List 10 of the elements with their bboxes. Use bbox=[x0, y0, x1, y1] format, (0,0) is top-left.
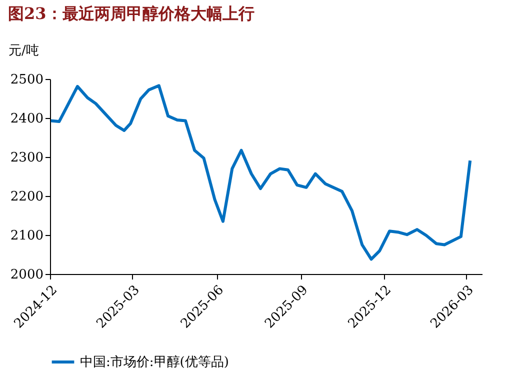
y-tick-label: 2500 bbox=[10, 72, 44, 88]
line-series bbox=[49, 84, 472, 261]
y-tick-label: 2100 bbox=[10, 228, 44, 244]
legend-label: 中国:市场价:甲醇(优等品) bbox=[80, 355, 229, 370]
chart-title: 图23：最近两周甲醇价格大幅上行 bbox=[8, 4, 254, 23]
y-tick-label: 2000 bbox=[10, 268, 44, 282]
y-axis-title: 元/吨 bbox=[8, 44, 39, 58]
y-tick-label: 2300 bbox=[10, 150, 44, 166]
y-tick-label: 2200 bbox=[10, 190, 44, 204]
y-tick-label: 2400 bbox=[10, 112, 44, 126]
